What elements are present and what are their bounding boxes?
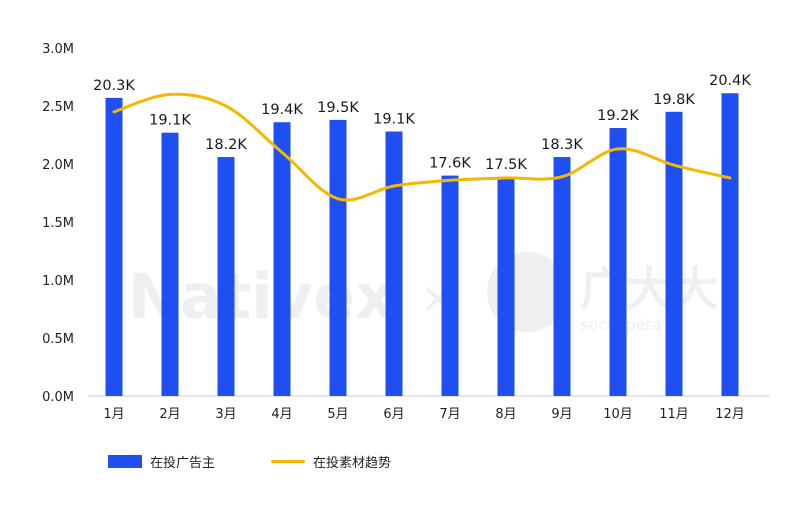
bar xyxy=(385,131,403,396)
bar xyxy=(105,97,123,396)
bar-data-label: 20.4K xyxy=(709,73,751,89)
x-tick-label: 3月 xyxy=(215,407,236,422)
bar xyxy=(665,111,683,397)
bars xyxy=(105,93,739,397)
y-axis: 0.0M 0.5M 1.0M 1.5M 2.0M 2.5M 3.0M xyxy=(42,42,74,405)
bar xyxy=(609,128,627,397)
x-tick-label: 4月 xyxy=(271,407,292,422)
bar-data-label: 19.1K xyxy=(373,112,415,128)
x-tick-label: 2月 xyxy=(159,407,180,422)
bar-data-label: 17.6K xyxy=(429,156,471,172)
bar xyxy=(217,157,235,396)
legend-item-bar: 在投广告主 xyxy=(108,452,215,471)
x-tick-label: 10月 xyxy=(603,407,633,422)
x-tick-label: 11月 xyxy=(659,407,689,422)
y-tick-label: 2.5M xyxy=(42,100,74,115)
legend: 在投广告主 在投素材趋势 xyxy=(108,452,447,471)
bar-data-label: 18.3K xyxy=(541,137,583,153)
bar xyxy=(497,176,515,396)
bar xyxy=(721,93,739,397)
x-tick-label: 1月 xyxy=(103,407,124,422)
legend-item-line: 在投素材趋势 xyxy=(271,452,391,471)
x-tick-label: 8月 xyxy=(495,407,516,422)
bar xyxy=(329,119,347,397)
bar xyxy=(273,122,291,397)
y-tick-label: 2.0M xyxy=(42,158,74,173)
y-tick-label: 1.0M xyxy=(42,274,74,289)
trend-line xyxy=(112,92,732,202)
svg-text:广大大: 广大大 xyxy=(580,262,718,316)
bar-data-label: 20.3K xyxy=(93,78,135,94)
bar-data-label: 17.5K xyxy=(485,157,527,173)
y-tick-label: 3.0M xyxy=(42,42,74,57)
x-tick-label: 5月 xyxy=(327,407,348,422)
x-tick-label: 9月 xyxy=(551,407,572,422)
legend-swatch-line xyxy=(271,460,306,463)
x-axis: 1月 2月 3月 4月 5月 6月 7月 8月 9月 10月 11月 12月 xyxy=(103,407,744,422)
y-tick-label: 1.5M xyxy=(42,216,74,231)
trend-line-group xyxy=(112,92,732,202)
x-tick-label: 6月 xyxy=(383,407,404,422)
y-tick-label: 0.0M xyxy=(42,390,74,405)
bar xyxy=(553,157,571,396)
bar xyxy=(441,175,459,396)
bar-labels: 20.3K 19.1K 18.2K 19.4K 19.5K 19.1K 17.6K 17.5K… xyxy=(93,73,751,173)
legend-swatch-bar xyxy=(108,455,142,468)
bar-data-label: 18.2K xyxy=(205,137,247,153)
bar-data-label: 19.1K xyxy=(149,113,191,129)
bar-data-label: 19.4K xyxy=(261,102,303,118)
y-tick-label: 0.5M xyxy=(42,332,74,347)
x-tick-label: 7月 xyxy=(439,407,460,422)
legend-label-bar: 在投广告主 xyxy=(150,456,216,471)
watermark-logo: Nativex × 广大大 socialpeta xyxy=(128,252,718,334)
bar xyxy=(161,132,179,396)
bar-data-label: 19.8K xyxy=(653,92,695,108)
bar-data-label: 19.2K xyxy=(597,108,639,124)
bar-data-label: 19.5K xyxy=(317,100,359,116)
legend-label-line: 在投素材趋势 xyxy=(313,456,392,471)
x-tick-label: 12月 xyxy=(715,407,745,422)
